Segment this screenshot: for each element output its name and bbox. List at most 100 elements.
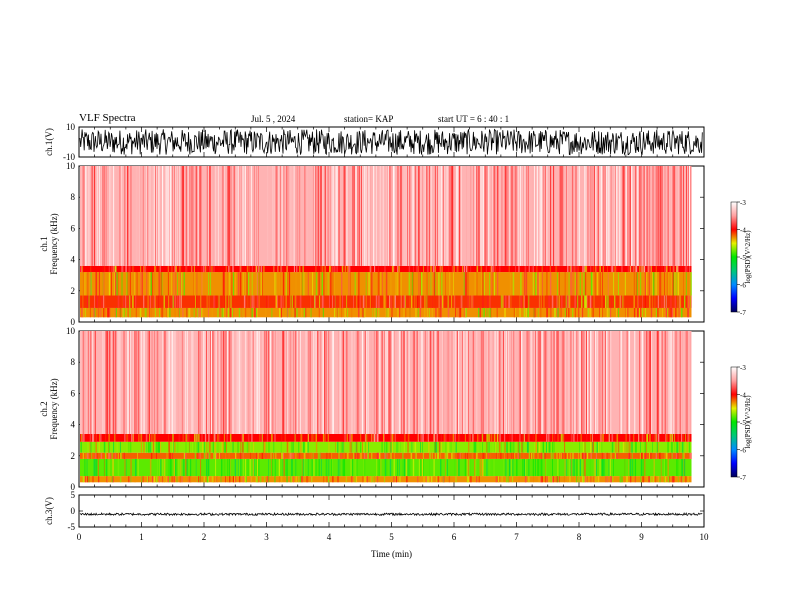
- spectrogram-ch2-streak: [216, 331, 218, 434]
- spectrogram-ch1-streak: [281, 272, 283, 296]
- spectrogram-ch2-streak: [297, 331, 298, 434]
- spectrogram-ch2-streak: [225, 476, 226, 483]
- spectrogram-ch2-streak: [225, 441, 227, 453]
- spectrogram-ch1-streak: [369, 166, 371, 266]
- spectrogram-ch1-streak: [375, 307, 377, 318]
- spectrogram-ch1-streak: [423, 265, 424, 273]
- spectrogram-ch2-streak: [423, 452, 424, 459]
- spectrogram-ch2-streak: [364, 476, 366, 483]
- spectrogram-ch1-streak: [128, 272, 130, 296]
- spectrogram-ch1-streak: [358, 307, 360, 318]
- spectrogram-ch1-streak: [153, 295, 155, 308]
- spectrogram-ch2-streak: [83, 331, 85, 434]
- spectrogram-ch2-streak: [605, 476, 607, 483]
- spectrogram-ch2-ylabel-frequency: Frequency (kHz): [49, 378, 59, 439]
- spectrogram-ch1-streak: [151, 295, 153, 308]
- spectrogram-ch2-streak: [548, 476, 550, 483]
- spectrogram-ch2-streak: [95, 433, 97, 442]
- spectrogram-ch2-streak: [135, 331, 136, 434]
- spectrogram-ch2-streak: [183, 458, 185, 477]
- spectrogram-ch2-streak: [466, 458, 468, 477]
- spectrogram-ch1-streak: [117, 295, 120, 308]
- spectrogram-ch1-streak: [125, 307, 127, 318]
- spectrogram-ch1-streak: [169, 307, 171, 318]
- spectrogram-ch2-streak: [462, 331, 464, 434]
- spectrogram-ch2-streak: [420, 458, 422, 477]
- spectrogram-ch1-streak: [227, 166, 229, 266]
- spectrogram-ch2-streak: [548, 433, 550, 442]
- spectrogram-ch1-streak: [606, 307, 609, 318]
- spectrogram-ch2-streak: [307, 331, 309, 434]
- spectrogram-ch2-streak: [225, 452, 227, 459]
- spectrogram-ch1-streak: [426, 295, 428, 308]
- spectrogram-ch2-streak: [245, 458, 246, 477]
- spectrogram-ch1-streak: [526, 166, 528, 266]
- spectrogram-ch1-streak: [599, 307, 600, 318]
- spectrogram-ch1-streak: [384, 265, 386, 273]
- spectrogram-ch2-streak: [128, 433, 130, 442]
- spectrogram-ch2-streak: [271, 433, 273, 442]
- spectrogram-ch1-streak: [224, 295, 226, 308]
- waveform-ch1-ylabel: ch.1(V): [44, 128, 54, 156]
- spectrogram-ch1-streak: [473, 166, 475, 266]
- spectrogram-ch2-streak: [234, 458, 237, 477]
- spectrogram-ch1-streak: [528, 295, 530, 308]
- spectrogram-ch2-streak: [201, 433, 203, 442]
- spectrogram-ch1-streak: [495, 272, 497, 296]
- spectrogram-ch2-streak: [410, 452, 413, 459]
- spectrogram-ch1-streak: [601, 307, 603, 318]
- spectrogram-ch1-streak: [418, 166, 420, 266]
- spectrogram-ch2-streak: [103, 441, 106, 453]
- spectrogram-ch1-streak: [672, 272, 674, 296]
- spectrogram-ch2-streak: [319, 452, 321, 459]
- spectrogram-ch2-streak: [639, 452, 641, 459]
- spectrogram-ch1-streak: [382, 166, 385, 266]
- waveform-ch3-ytick-label: 5: [71, 490, 76, 500]
- spectrogram-ch2-streak: [247, 331, 249, 434]
- spectrogram-ch2-streak: [659, 452, 661, 459]
- spectrogram-ch2-streak: [326, 452, 328, 459]
- spectrogram-ch1-streak: [167, 166, 169, 266]
- spectrogram-ch1-streak: [289, 307, 291, 318]
- spectrogram-ch1-streak: [149, 295, 151, 308]
- spectrogram-ch1-streak: [572, 272, 574, 296]
- spectrogram-ch2-streak: [366, 441, 368, 453]
- spectrogram-ch2-streak: [420, 458, 421, 477]
- spectrogram-ch2-streak: [520, 331, 523, 434]
- spectrogram-ch1-streak: [607, 265, 608, 273]
- spectrogram-ch2-streak: [592, 433, 593, 442]
- spectrogram-ch1-streak: [97, 307, 99, 318]
- spectrogram-ch2-streak: [621, 476, 623, 483]
- spectrogram-ch1-streak: [245, 272, 248, 296]
- spectrogram-ch1-streak: [388, 166, 390, 266]
- spectrogram-ch1-streak: [574, 307, 576, 318]
- spectrogram-ch2-streak: [275, 331, 277, 434]
- spectrogram-ch2-streak: [225, 331, 227, 434]
- spectrogram-ch1-streak: [574, 272, 576, 296]
- spectrogram-ch1-streak: [524, 265, 526, 273]
- spectrogram-ch1-streak: [117, 272, 119, 296]
- spectrogram-ch1-streak: [330, 265, 332, 273]
- spectrogram-ch2-streak: [493, 458, 495, 477]
- spectrogram-ch2-streak: [526, 331, 528, 434]
- spectrogram-ch2-streak: [142, 331, 144, 434]
- spectrogram-ch2-streak: [260, 452, 262, 459]
- spectrogram-ch2-streak: [174, 441, 176, 453]
- spectrogram-ch2-streak: [339, 458, 341, 477]
- spectrogram-ch2-streak: [490, 441, 492, 453]
- spectrogram-ch2-streak: [169, 331, 170, 434]
- spectrogram-ch1-streak: [206, 295, 208, 308]
- spectrogram-ch2-streak: [224, 441, 226, 453]
- spectrogram-ch2-streak: [252, 331, 254, 434]
- spectrogram-ch1-streak: [649, 295, 651, 308]
- spectrogram-ch2-streak: [326, 331, 328, 434]
- spectrogram-ch1-streak: [439, 265, 441, 273]
- spectrogram-ch2-streak: [429, 458, 430, 477]
- spectrogram-ch1-streak: [341, 265, 344, 273]
- spectrogram-ch1-streak: [157, 166, 159, 266]
- spectrogram-ch2-streak: [649, 476, 651, 483]
- spectrogram-ch2-streak: [506, 331, 508, 434]
- spectrogram-ch1-streak: [333, 272, 335, 296]
- spectrogram-ch1-streak: [453, 265, 455, 273]
- spectrogram-ch2-streak: [282, 452, 284, 459]
